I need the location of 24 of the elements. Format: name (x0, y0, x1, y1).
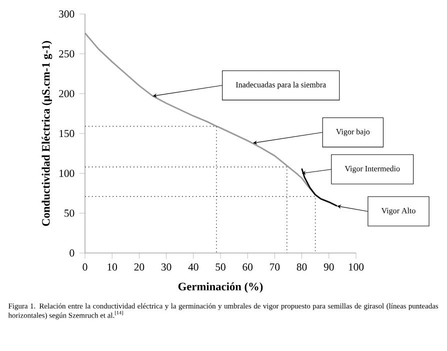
annotation: Vigor Intermedio (344, 166, 400, 173)
y-tick-label: 200 (59, 90, 74, 98)
x-tick-label: 20 (134, 263, 144, 271)
y-tick-label: 0 (70, 249, 74, 257)
y-tick-label: 50 (64, 210, 74, 217)
x-tick-label: 80 (296, 263, 307, 271)
x-tick-label: 70 (270, 263, 280, 271)
y-axis-title: Conductividad Eléctrica (µS.cm-1 g-1) (42, 41, 52, 226)
annotation: Inadecuadas para la siembra (236, 82, 326, 90)
text: Vigor Alto (381, 208, 416, 215)
x-tick-label: 100 (348, 263, 364, 271)
x-axis-title: Germinación (%) (178, 282, 263, 293)
x-tick-label: 90 (324, 263, 334, 271)
y-tick-label: 100 (60, 170, 74, 177)
y-tick-label: 150 (60, 130, 74, 138)
y-tick-label: 250 (59, 50, 74, 58)
annotation: Vigor bajo (336, 128, 370, 136)
x-tick-label: 10 (108, 263, 118, 271)
y-tick-label: 300 (59, 10, 74, 18)
x-tick-label: 60 (242, 263, 253, 271)
x-tick-label: 30 (161, 263, 172, 271)
x-tick-label: 40 (188, 263, 198, 271)
x-tick-label: 0 (82, 263, 88, 271)
x-tick-label: 50 (216, 263, 226, 271)
